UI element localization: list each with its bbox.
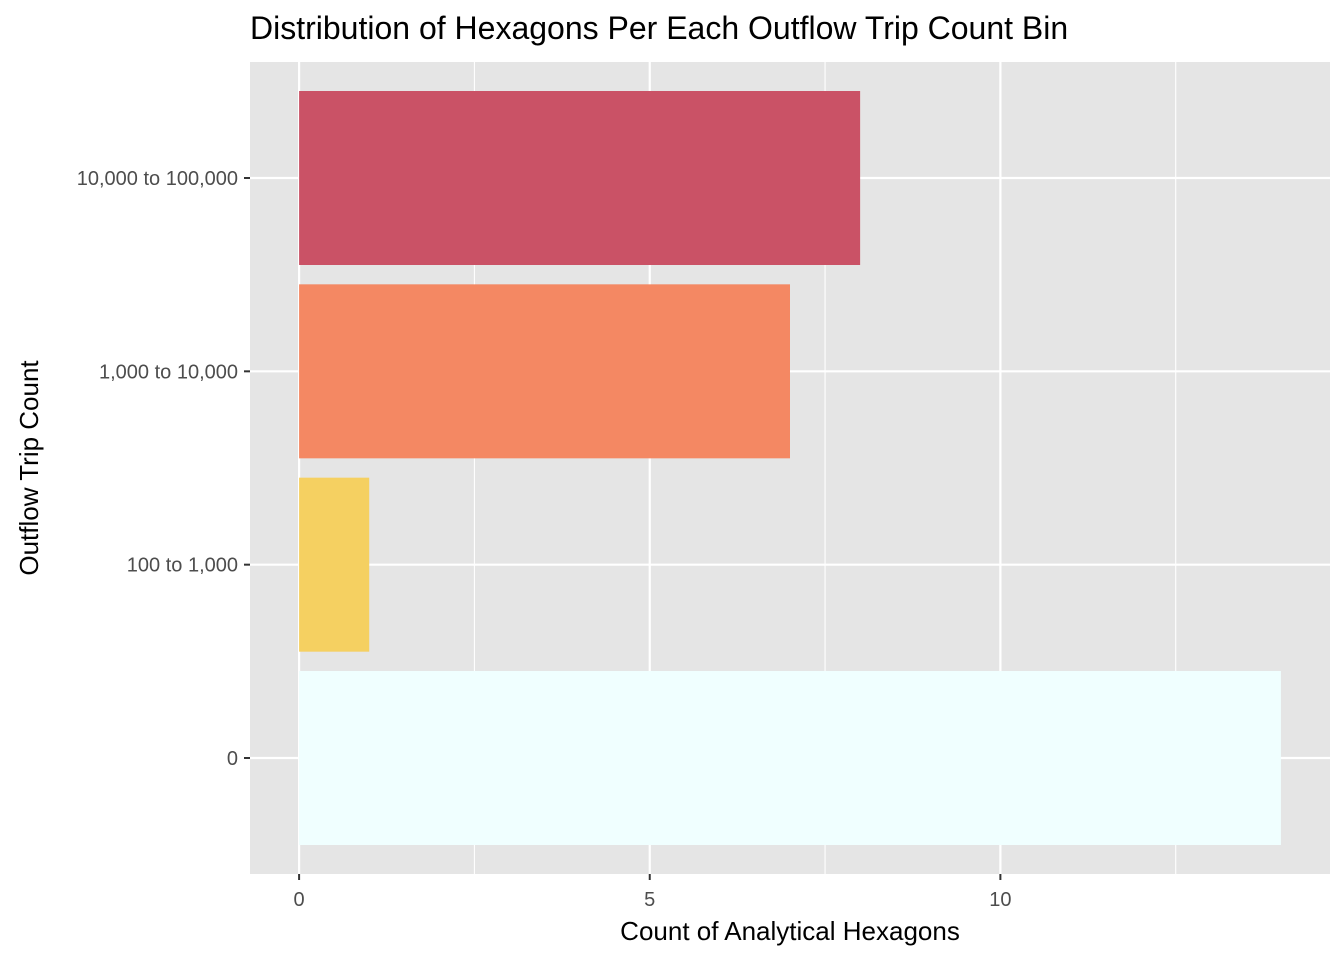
y-tick-label: 10,000 to 100,000 (77, 168, 238, 190)
x-axis-title: Count of Analytical Hexagons (620, 916, 960, 946)
bar (299, 671, 1281, 845)
bar (299, 477, 370, 652)
bar (299, 91, 861, 265)
chart-title: Distribution of Hexagons Per Each Outflo… (250, 10, 1068, 46)
x-tick-label: 5 (644, 889, 655, 911)
x-tick-label: 0 (294, 889, 305, 911)
y-tick-label: 0 (227, 748, 238, 770)
y-tick-label: 100 to 1,000 (127, 555, 238, 577)
y-axis: 0 100 to 1,000 1,000 to 10,000 10,000 to 10… (77, 168, 250, 770)
y-axis-title: Outflow Trip Count (14, 360, 44, 576)
x-tick-label: 10 (989, 889, 1011, 911)
bars (299, 91, 1281, 845)
bar (299, 284, 790, 459)
x-axis: 0 5 10 (294, 874, 1012, 911)
y-tick-label: 1,000 to 10,000 (99, 361, 238, 383)
